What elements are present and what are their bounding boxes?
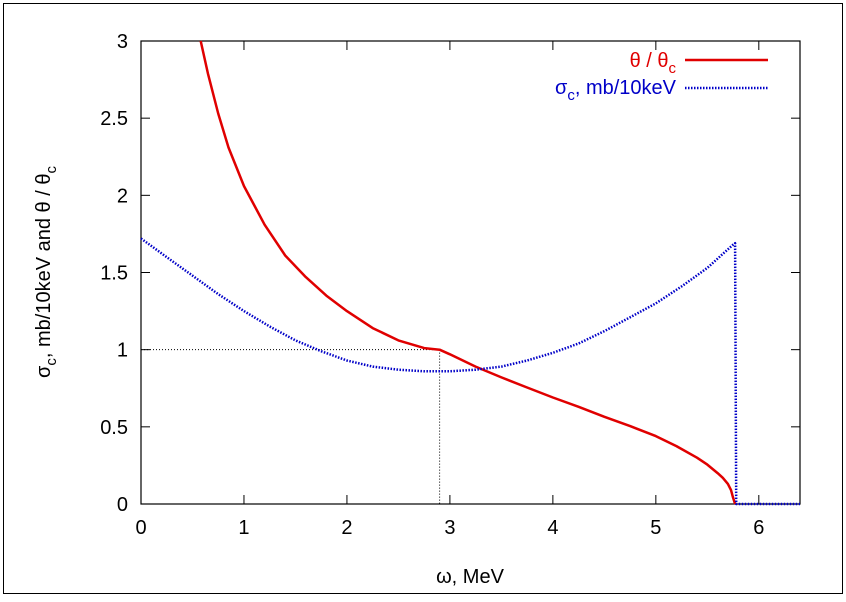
legend-theta-sub: c: [669, 60, 677, 77]
y-tick-label: 1.5: [100, 263, 128, 285]
y-tick-label: 3: [117, 31, 128, 53]
y-axis-label-sub-c2: c: [43, 166, 60, 174]
x-tick-label: 2: [341, 517, 352, 539]
y-axis-label-sigma: σ: [33, 365, 55, 378]
x-axis-ticks: 0 1 2 3 4 5 6: [135, 41, 764, 539]
legend-label-theta: θ / θc: [630, 50, 677, 77]
x-tick-label: 3: [444, 517, 455, 539]
legend-label-sigma: σc, mb/10keV: [555, 77, 677, 104]
y-axis-label: σc, mb/10keV and θ / θc: [33, 166, 60, 378]
series-line-theta: [199, 40, 737, 505]
legend-sigma-sub: c: [567, 87, 575, 104]
series-line-sigma: [140, 237, 800, 506]
y-tick-label: 2.5: [100, 108, 128, 130]
legend: θ / θc σc, mb/10keV: [555, 50, 768, 104]
figure-border: [3, 3, 843, 594]
y-axis-label-mid: , mb/10keV and θ / θ: [33, 174, 55, 359]
legend-theta-text: θ / θ: [630, 50, 669, 72]
x-tick-label: 4: [547, 517, 558, 539]
y-tick-label: 1: [117, 340, 128, 362]
series-layer: [140, 40, 800, 506]
guide-lines: [141, 349, 441, 504]
legend-sigma-text: σ: [555, 77, 568, 99]
y-tick-label: 2: [117, 185, 128, 207]
y-axis-ticks: 0 0.5 1 1.5 2 2.5 3: [100, 31, 800, 516]
legend-sigma-rest: , mb/10keV: [575, 77, 677, 99]
y-axis-label-sub-c: c: [43, 358, 60, 366]
x-tick-label: 5: [650, 517, 661, 539]
x-tick-label: 6: [753, 517, 764, 539]
x-tick-label: 1: [238, 517, 249, 539]
y-tick-label: 0.5: [100, 417, 128, 439]
x-axis-label: ω, MeV: [436, 566, 505, 588]
y-tick-label: 0: [117, 494, 128, 516]
x-tick-label: 0: [135, 517, 146, 539]
